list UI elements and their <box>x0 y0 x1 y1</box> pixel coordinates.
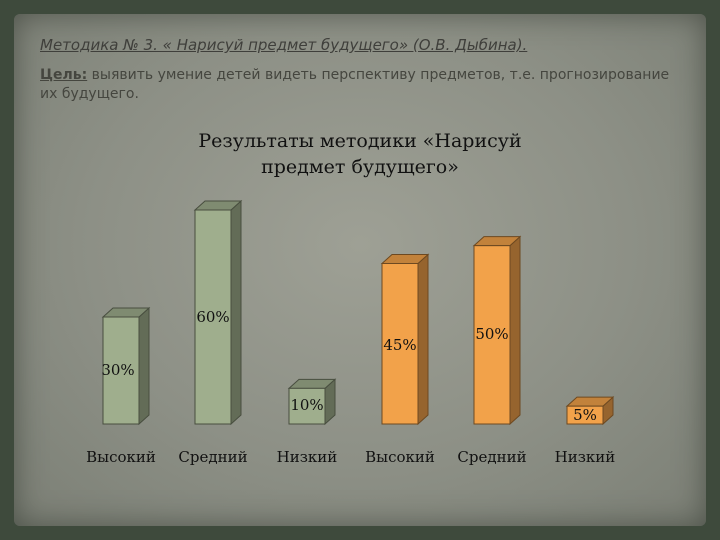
bar-0 <box>102 316 140 425</box>
bar-1 <box>194 209 232 425</box>
bar-2 <box>288 387 326 425</box>
chart-title: Результаты методики «Нарисуй предмет буд… <box>198 130 522 178</box>
data-label-0: 30% <box>101 361 134 379</box>
goal-label: Цель: <box>40 67 88 83</box>
goal-text: Цель: выявить умение детей видеть перспе… <box>40 66 680 104</box>
data-label-4: 50% <box>475 325 508 343</box>
data-label-1: 60% <box>196 308 229 326</box>
category-label-5: Низкий <box>555 448 616 466</box>
category-label-3: Высокий <box>365 448 435 466</box>
bar-side-0 <box>138 306 150 426</box>
bar-side-4 <box>509 235 521 426</box>
bar-3 <box>381 263 419 425</box>
bar-4 <box>473 245 511 425</box>
data-label-3: 45% <box>383 336 416 354</box>
bar-5 <box>566 405 604 425</box>
bar-side-1 <box>230 199 242 426</box>
goal-description: выявить умение детей видеть перспективу … <box>40 67 670 102</box>
bar-side-3 <box>417 253 429 426</box>
category-label-4: Средний <box>457 448 526 466</box>
category-label-1: Средний <box>178 448 247 466</box>
category-label-2: Низкий <box>277 448 338 466</box>
method-heading: Методика № 3. « Нарисуй предмет будущего… <box>40 36 680 55</box>
data-label-2: 10% <box>290 396 323 414</box>
category-label-0: Высокий <box>86 448 156 466</box>
slide-background <box>14 14 706 526</box>
method-title: Методика № 3. « Нарисуй предмет будущего… <box>40 36 528 54</box>
data-label-5: 5% <box>573 406 597 424</box>
